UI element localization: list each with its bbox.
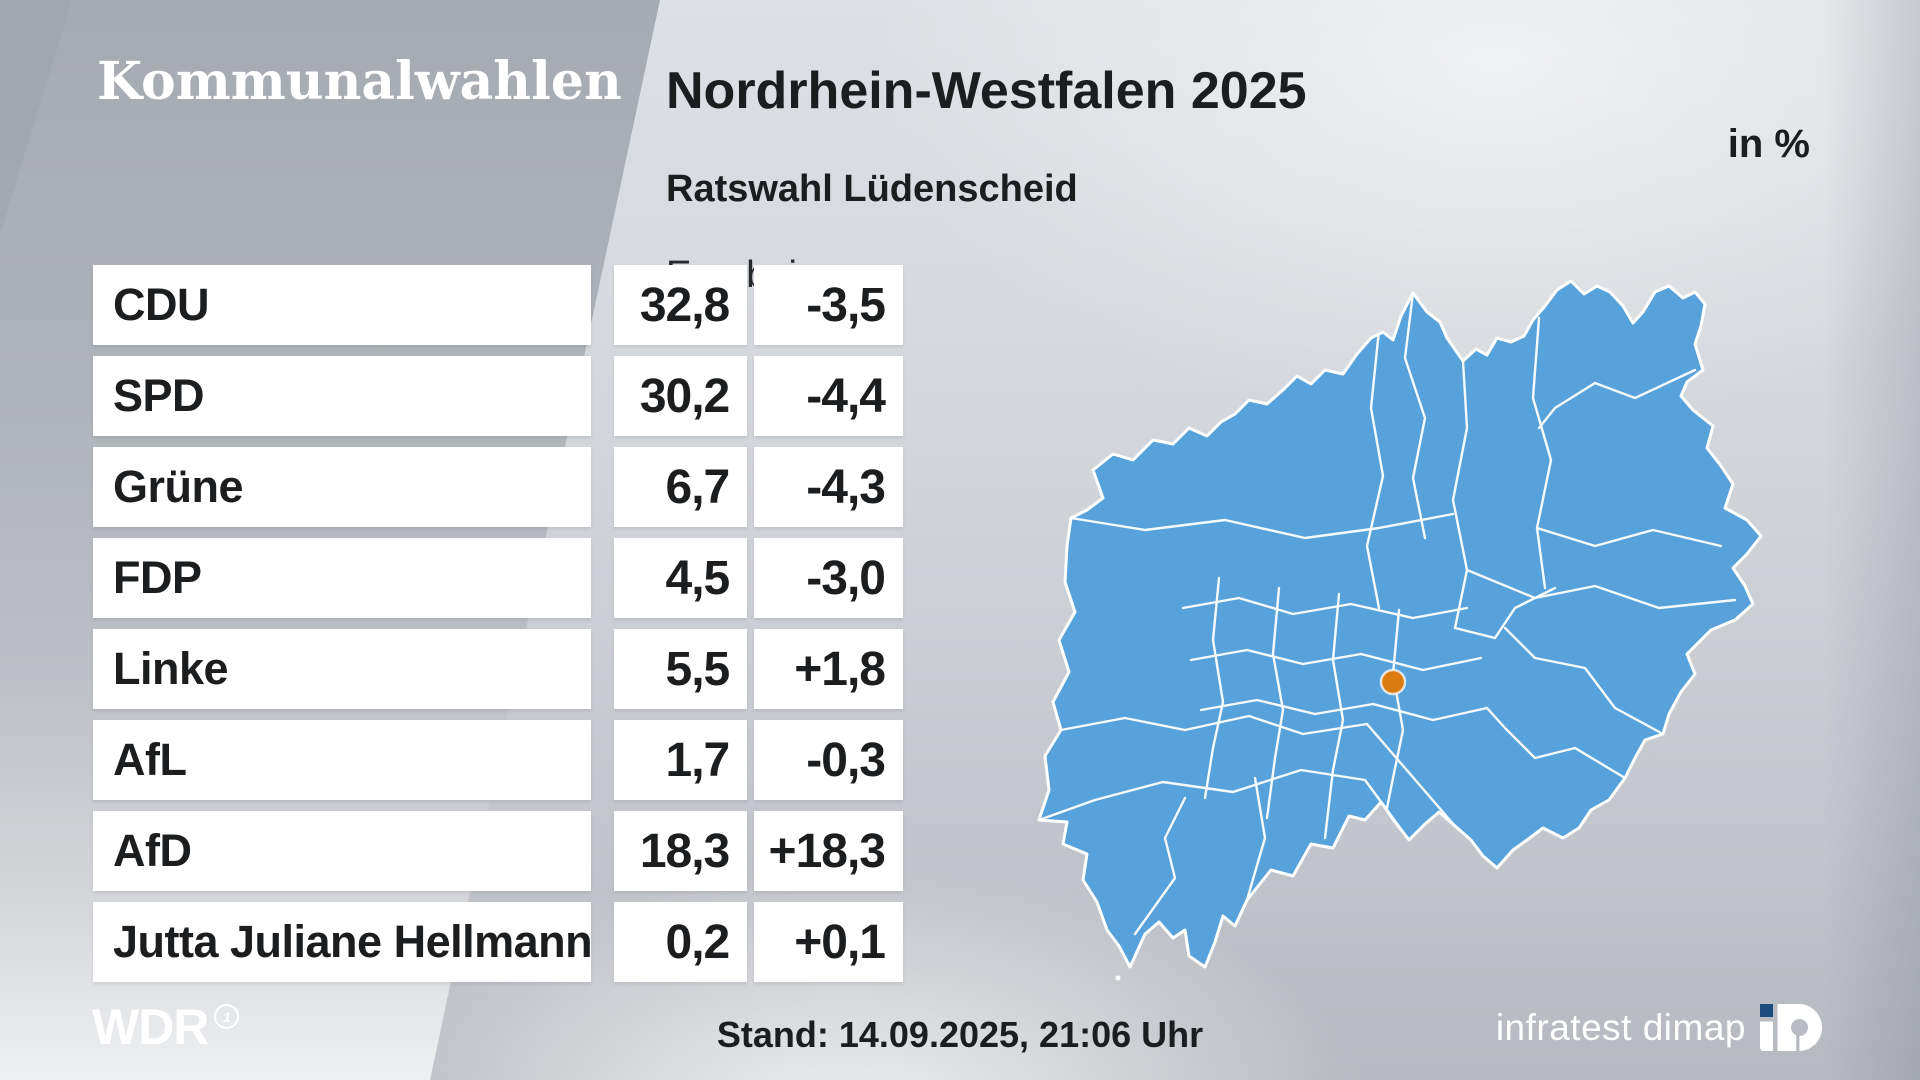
table-row: Linke 5,5 +1,8 — [93, 629, 903, 709]
state-border — [1037, 279, 1763, 969]
ard-one-icon: 1 — [214, 1004, 240, 1029]
wdr-logo: WDR 1 — [92, 999, 240, 1055]
party-label: AfD — [93, 811, 592, 891]
party-label: CDU — [93, 265, 592, 345]
party-change: -0,3 — [754, 720, 903, 800]
party-change: +18,3 — [754, 811, 903, 891]
district-borders — [1039, 291, 1737, 936]
table-row: SPD 30,2 -4,4 — [93, 356, 903, 436]
table-row: AfL 1,7 -0,3 — [93, 720, 903, 800]
table-row: FDP 4,5 -3,0 — [93, 538, 903, 618]
location-marker — [1379, 668, 1407, 696]
party-label: SPD — [93, 356, 592, 436]
small-exclave — [1115, 975, 1121, 981]
state-shape — [1039, 281, 1761, 967]
party-value: 4,5 — [614, 538, 748, 618]
table-row: Jutta Juliane Hellmann 0,2 +0,1 — [93, 902, 903, 982]
wdr-logo-text: WDR — [92, 999, 209, 1055]
infratest-dimap-icon — [1760, 1004, 1822, 1051]
party-value: 0,2 — [614, 902, 748, 982]
party-change: -4,3 — [754, 447, 903, 527]
party-label: Grüne — [93, 447, 592, 527]
party-value: 18,3 — [614, 811, 748, 891]
party-change: +1,8 — [754, 629, 903, 709]
page-title: Nordrhein-Westfalen 2025 — [666, 62, 1307, 120]
nrw-map-svg — [1037, 279, 1763, 981]
source-logo-text: infratest dimap — [1495, 1006, 1746, 1048]
party-value: 6,7 — [614, 447, 748, 527]
party-label: Jutta Juliane Hellmann — [93, 902, 592, 982]
party-value: 30,2 — [614, 356, 748, 436]
results-table: CDU 32,8 -3,5 SPD 30,2 -4,4 Grüne 6,7 -4… — [93, 265, 903, 993]
party-change: -3,0 — [754, 538, 903, 618]
party-label: FDP — [93, 538, 592, 618]
nrw-map — [1035, 278, 1765, 995]
party-value: 32,8 — [614, 265, 748, 345]
table-row: AfD 18,3 +18,3 — [93, 811, 903, 891]
party-change: -3,5 — [754, 265, 903, 345]
party-value: 1,7 — [614, 720, 748, 800]
table-row: Grüne 6,7 -4,3 — [93, 447, 903, 527]
party-label: AfL — [93, 720, 592, 800]
source-logo: infratest dimap — [1496, 1004, 1822, 1051]
timestamp: Stand: 14.09.2025, 21:06 Uhr — [716, 1014, 1204, 1055]
page-subtitle: Ratswahl Lüdenscheid — [666, 168, 1078, 210]
table-row: CDU 32,8 -3,5 — [93, 265, 903, 345]
party-change: +0,1 — [754, 902, 903, 982]
unit-label: in % — [1727, 122, 1810, 166]
party-change: -4,4 — [754, 356, 903, 436]
party-value: 5,5 — [614, 629, 748, 709]
program-title: Kommunalwahlen — [97, 51, 622, 112]
party-label: Linke — [93, 629, 592, 709]
